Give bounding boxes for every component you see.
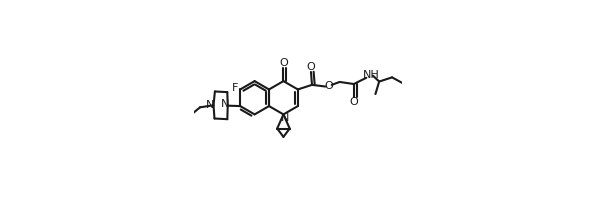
Text: N: N (221, 99, 229, 109)
Text: O: O (325, 81, 333, 91)
Text: NH: NH (362, 70, 379, 80)
Text: N: N (206, 100, 214, 110)
Text: O: O (279, 58, 288, 68)
Text: N: N (281, 113, 289, 123)
Text: O: O (350, 97, 359, 107)
Text: F: F (232, 83, 238, 93)
Text: O: O (306, 62, 315, 72)
